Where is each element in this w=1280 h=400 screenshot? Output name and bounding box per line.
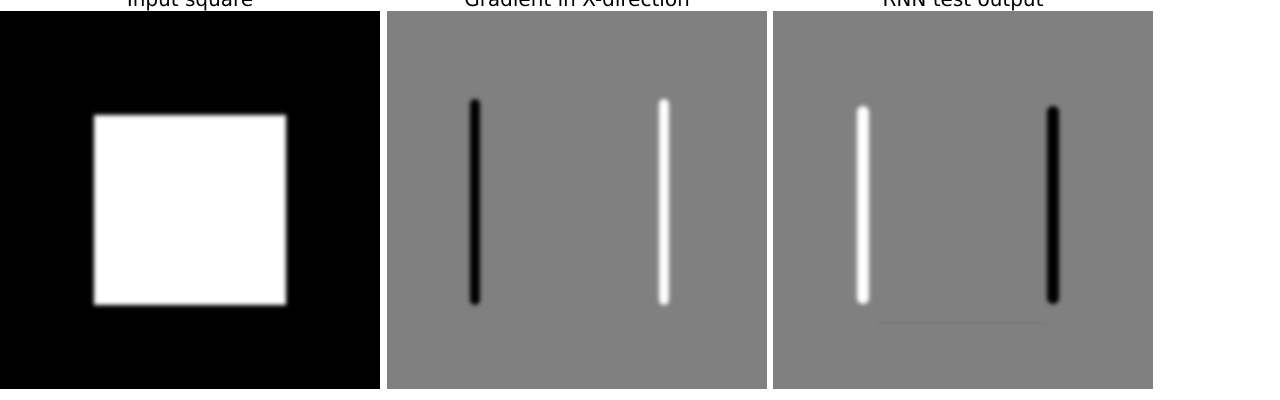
- gradient-x-image: [387, 11, 767, 389]
- rnn-output-image: [773, 11, 1153, 389]
- positive-gradient-stripe: [659, 99, 669, 305]
- negative-gradient-stripe: [470, 99, 480, 305]
- input-square-image: [0, 11, 380, 389]
- panel-title-gradient-x: Gradient in X-direction: [387, 0, 767, 10]
- positive-output-stripe: [857, 106, 869, 304]
- white-square: [94, 115, 286, 305]
- faint-artifact-line: [877, 322, 1047, 324]
- panel-title-input-square: Input square: [0, 0, 380, 10]
- panel-gradient-x: Gradient in X-direction: [387, 0, 767, 390]
- negative-output-stripe: [1047, 106, 1059, 304]
- panel-title-rnn-output: RNN test output: [773, 0, 1153, 10]
- panel-input-square: Input square: [0, 0, 380, 390]
- panel-rnn-output: RNN test output: [773, 0, 1153, 390]
